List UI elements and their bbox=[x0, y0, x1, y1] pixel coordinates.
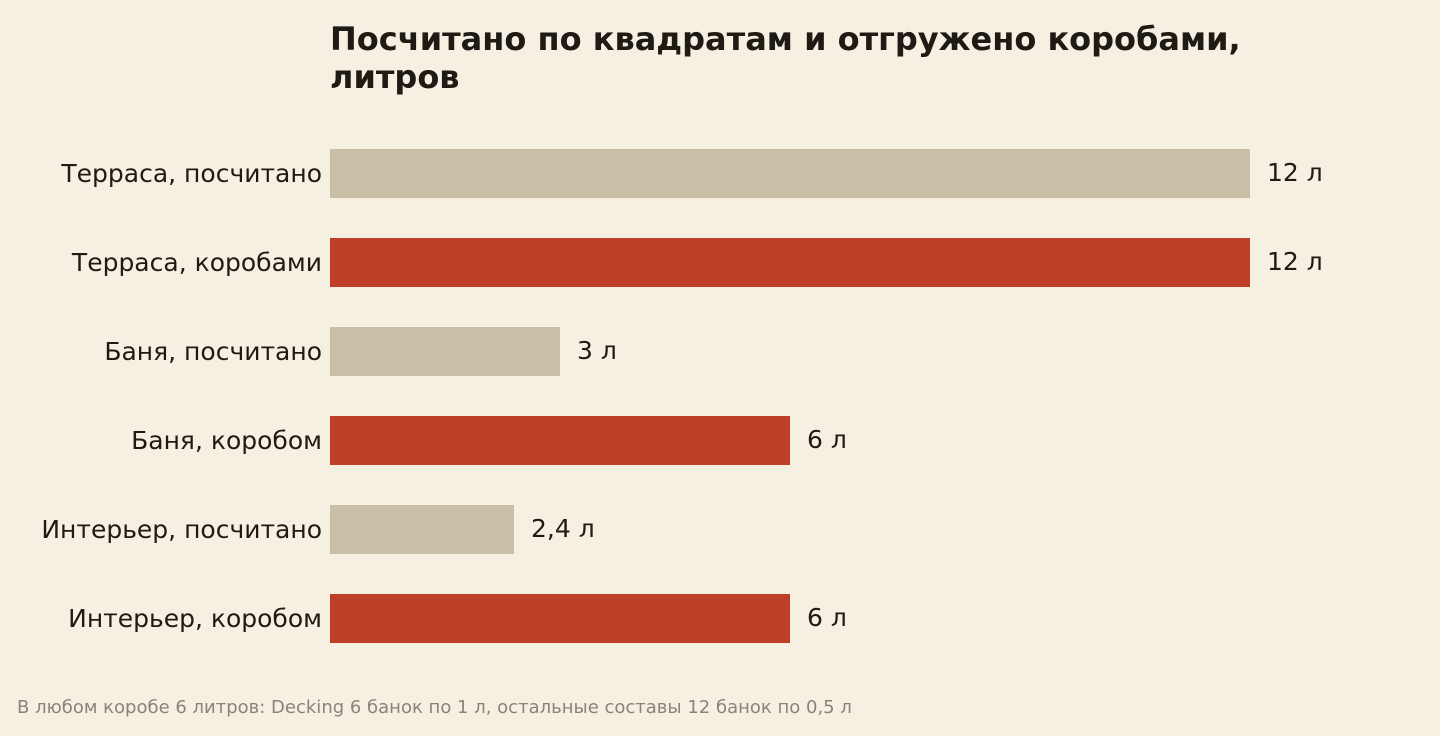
value-label-4: 2,4 л bbox=[531, 514, 595, 543]
bar-2 bbox=[330, 327, 560, 376]
category-label-5: Интерьер, коробом bbox=[68, 604, 322, 633]
category-label-4: Интерьер, посчитано bbox=[41, 515, 322, 544]
bar-3 bbox=[330, 416, 790, 465]
value-label-2: 3 л bbox=[577, 336, 617, 365]
bar-4 bbox=[330, 505, 514, 554]
chart-footnote: В любом коробе 6 литров: Decking 6 банок… bbox=[17, 697, 852, 718]
value-label-0: 12 л bbox=[1267, 158, 1323, 187]
value-label-3: 6 л bbox=[807, 425, 847, 454]
chart-title: Посчитано по квадратам и отгружено короб… bbox=[330, 20, 1241, 96]
category-label-1: Терраса, коробами bbox=[71, 248, 322, 277]
bar-5 bbox=[330, 594, 790, 643]
value-label-1: 12 л bbox=[1267, 247, 1323, 276]
category-label-0: Терраса, посчитано bbox=[60, 159, 322, 188]
bar-0 bbox=[330, 149, 1250, 198]
category-label-2: Баня, посчитано bbox=[104, 337, 322, 366]
value-label-5: 6 л bbox=[807, 603, 847, 632]
bar-1 bbox=[330, 238, 1250, 287]
category-label-3: Баня, коробом bbox=[131, 426, 322, 455]
